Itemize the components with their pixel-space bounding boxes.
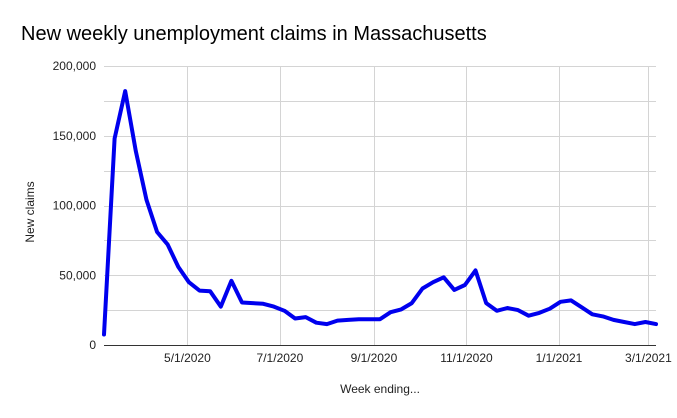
gridlines: [104, 66, 656, 345]
series-line: [102, 89, 658, 337]
x-axis-ticks: 5/1/2020 7/1/2020 9/1/2020 11/1/2020 1/1/202…: [164, 351, 672, 365]
y-tick-label: 100,000: [53, 199, 97, 213]
y-axis-ticks: 0 50,000 100,000 150,000 200,000: [53, 59, 97, 352]
x-tick-label: 7/1/2020: [257, 351, 304, 365]
y-tick-label: 150,000: [53, 129, 97, 143]
x-tick-label: 11/1/2020: [440, 351, 493, 365]
y-axis-label: New claims: [23, 181, 37, 242]
x-tick-label: 9/1/2020: [351, 351, 398, 365]
x-tick-label: 5/1/2020: [164, 351, 211, 365]
y-tick-label: 200,000: [53, 59, 97, 73]
y-tick-label: 0: [89, 338, 96, 352]
x-axis-label: Week ending...: [340, 382, 420, 396]
x-tick-label: 1/1/2021: [536, 351, 583, 365]
x-tick-label: 3/1/2021: [625, 351, 672, 365]
y-tick-label: 50,000: [59, 268, 96, 282]
chart-title: New weekly unemployment claims in Massac…: [21, 23, 487, 45]
series-layer: [102, 89, 658, 337]
